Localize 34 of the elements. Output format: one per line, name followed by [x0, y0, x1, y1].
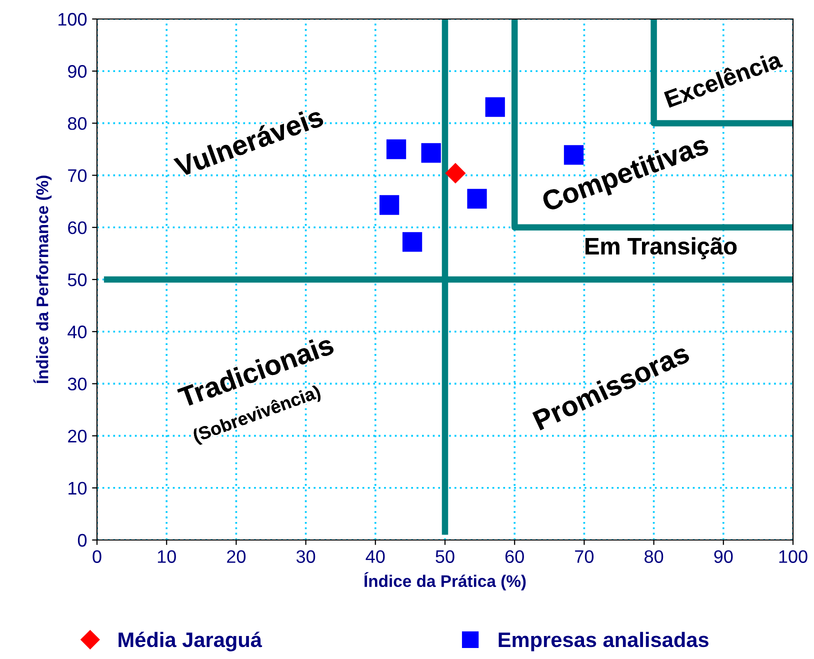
x-tick-label: 60	[505, 550, 524, 563]
x-tick-label: 100	[779, 550, 808, 563]
point	[467, 188, 487, 209]
x-tick-label: 10	[158, 550, 176, 563]
y-tick-label: 20	[68, 430, 87, 443]
legend-label: Média Jaraguá	[118, 632, 262, 652]
point	[445, 162, 466, 184]
y-axis-title: Índice da Performance (%)	[33, 176, 52, 384]
annotation: Em Transição	[586, 237, 737, 260]
y-tick-label: 90	[68, 65, 87, 78]
point	[421, 143, 441, 163]
x-tick-label: 30	[296, 550, 316, 563]
legend-label: Empresas analisadas	[498, 632, 708, 652]
x-tick-label: 20	[227, 550, 246, 563]
y-tick-label: 10	[68, 482, 87, 495]
y-tick-label: 40	[68, 326, 87, 338]
y-tick-label: 80	[68, 117, 87, 130]
x-tick-label: 50	[436, 550, 454, 563]
y-tick-label: 30	[68, 378, 87, 390]
point	[402, 232, 422, 252]
x-tick-label: 70	[575, 550, 594, 563]
y-tick-label: 60	[68, 221, 87, 234]
x-tick-label: 0	[92, 550, 102, 563]
x-axis-title: Índice da Prática (%)	[364, 572, 526, 590]
point	[386, 139, 406, 160]
y-tick-label: 70	[68, 169, 87, 182]
point	[380, 195, 400, 215]
y-tick-label: 0	[78, 534, 87, 547]
x-tick-label: 80	[644, 550, 664, 563]
y-tick-label: 50	[68, 273, 87, 286]
x-tick-label: 90	[714, 550, 733, 563]
x-tick-label: 40	[366, 550, 385, 563]
y-tick-label: 100	[58, 12, 87, 26]
point	[485, 97, 505, 117]
